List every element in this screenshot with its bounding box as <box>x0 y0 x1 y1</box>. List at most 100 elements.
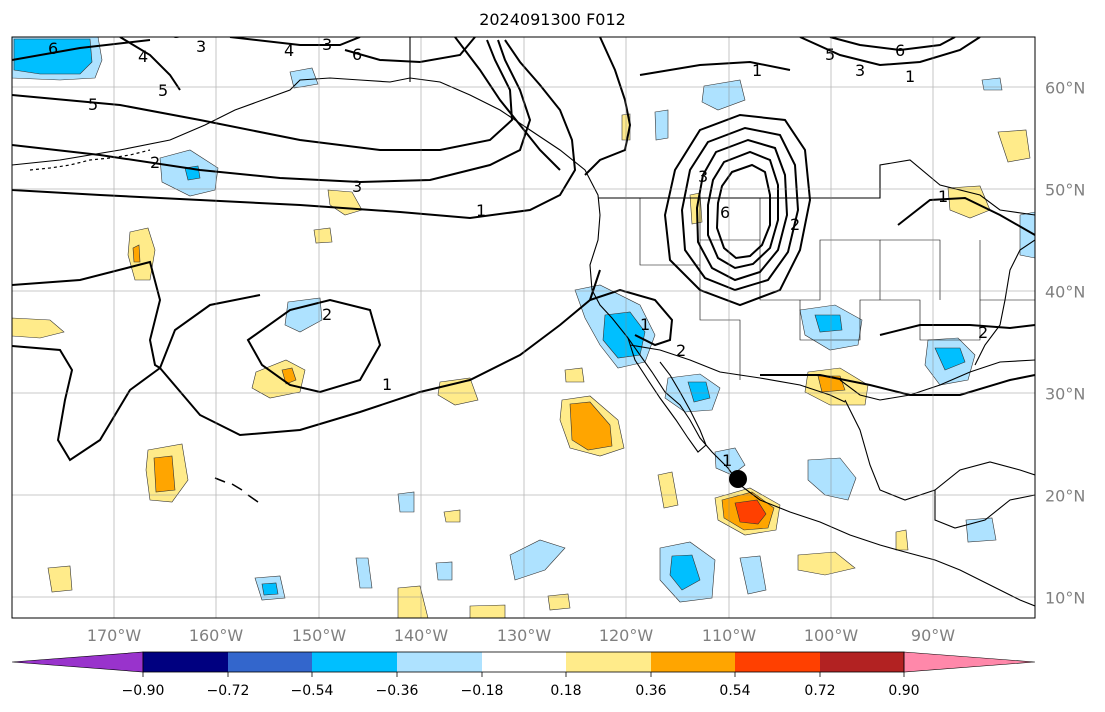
coast-westus <box>589 214 1035 607</box>
contour-low-ring-2 <box>680 126 800 292</box>
map-title: 2024091300 F012 <box>479 10 626 29</box>
contour-label: 5 <box>88 95 98 114</box>
contour-label: 5 <box>158 81 168 100</box>
contour-label: 2 <box>978 323 988 342</box>
storm-center-marker <box>729 470 747 488</box>
neg-blob-bc <box>654 109 669 141</box>
contour-label: 1 <box>382 375 392 394</box>
colorbar-tick-label: 0.18 <box>550 683 582 699</box>
neg-blob-se-core <box>934 347 966 371</box>
pos-blob-s6 <box>547 593 571 611</box>
contour-low-ring-4 <box>707 150 779 270</box>
colorbar-seg-3 <box>312 652 397 672</box>
lon-label: 90°W <box>910 626 956 645</box>
coast-gulf <box>839 359 1035 401</box>
border-us-can <box>598 159 1035 216</box>
contour-6-nw <box>12 39 151 61</box>
contour-gulf-1 <box>760 374 1035 396</box>
hawaii <box>214 477 259 503</box>
coast-baja <box>627 337 707 453</box>
pos-blob-ak2 <box>981 77 1003 91</box>
pos-blob-s8 <box>895 529 909 551</box>
lat-label: 30°N <box>1045 384 1086 404</box>
contour-label: 4 <box>138 47 148 66</box>
neg-blob-baja-core <box>687 381 711 403</box>
lon-label: 130°W <box>496 626 552 645</box>
contour-label: 3 <box>172 23 182 42</box>
neg-blob-mazatlan <box>714 447 746 476</box>
contour-lines <box>12 37 1035 462</box>
coast-yucatan <box>934 490 1035 529</box>
neg-blob-ne <box>1019 211 1035 259</box>
colorbar-tick-label: −0.72 <box>206 683 250 699</box>
contour-label: 1 <box>938 187 948 206</box>
contour-2-sw <box>589 288 674 347</box>
pos-blob-ne <box>997 129 1031 163</box>
pos-blob-s7 <box>443 509 461 523</box>
colorbar-outline <box>142 651 905 673</box>
neg-blob-tx-core <box>814 314 843 333</box>
contour-north-3 <box>829 37 956 52</box>
contour-4-nw <box>119 37 181 91</box>
pos-blob-gulf-core <box>817 375 846 393</box>
contour-label-group: 6 4 3 6 3 5 4 5 2 3 1 3 1 2 1 2 3 6 1 2 … <box>48 23 988 470</box>
contour-1-north <box>12 39 577 220</box>
colorbar-seg-4 <box>397 652 482 672</box>
contour-label: 4 <box>284 41 294 60</box>
contour-label: 2 <box>676 341 686 360</box>
lat-label: 10°N <box>1045 588 1086 608</box>
map-frame <box>11 36 1036 619</box>
contour-label: 2 <box>322 305 332 324</box>
contour-1-low <box>12 345 161 462</box>
contour-1-mid <box>159 269 601 437</box>
contour-ridge-1 <box>454 37 561 171</box>
lon-label: 110°W <box>701 626 757 645</box>
colorbar-seg-7 <box>651 652 735 672</box>
pos-blob-cal-core <box>569 401 613 451</box>
states-5 <box>799 299 1035 341</box>
pos-blob-1 <box>127 227 156 281</box>
aleutians <box>29 149 151 171</box>
neg-blob-s5 <box>397 491 415 513</box>
neg-blob-s7 <box>435 561 453 581</box>
contour-label: 3 <box>698 167 708 186</box>
lat-label: 50°N <box>1045 180 1086 200</box>
colorbar-seg-5 <box>482 652 566 672</box>
states-4 <box>699 265 741 380</box>
colorbar-tick-label: 0.36 <box>635 683 667 699</box>
contour-label: 3 <box>196 37 206 56</box>
contour-east-1 <box>897 196 1035 236</box>
contour-label: 1 <box>476 201 486 220</box>
contour-low-1 <box>12 260 162 369</box>
contour-label: 1 <box>905 67 915 86</box>
colorbar <box>11 651 1036 677</box>
states-3 <box>759 239 881 301</box>
contour-low-ring-1 <box>663 113 812 307</box>
neg-blob-mid <box>284 297 323 333</box>
contour-label: 1 <box>752 61 762 80</box>
contour-north-2 <box>799 37 981 67</box>
coastlines <box>12 37 1035 607</box>
colorbar-seg-8 <box>735 652 820 672</box>
pos-blob-3 <box>313 227 333 244</box>
pos-blob-west <box>12 317 65 339</box>
lat-label: 20°N <box>1045 486 1086 506</box>
lon-label: 100°W <box>803 626 859 645</box>
pos-blob-1-core <box>132 244 141 263</box>
neg-blob-s3 <box>739 555 767 595</box>
contour-3 <box>12 39 532 184</box>
lat-label: 40°N <box>1045 282 1086 302</box>
shading-layer <box>12 37 1035 618</box>
contour-label: 6 <box>895 41 905 60</box>
gridlines <box>12 37 1035 618</box>
pos-blob-4-core <box>281 367 297 385</box>
neg-blob-s6 <box>355 557 373 589</box>
neg-blob-s1-core <box>669 554 701 591</box>
pos-blob-s1 <box>797 551 856 576</box>
colorbar-seg-0 <box>11 651 144 673</box>
colorbar-seg-2 <box>228 652 312 672</box>
states-6 <box>880 239 981 300</box>
pos-blob-s3 <box>47 565 73 593</box>
lon-label: 160°W <box>188 626 244 645</box>
